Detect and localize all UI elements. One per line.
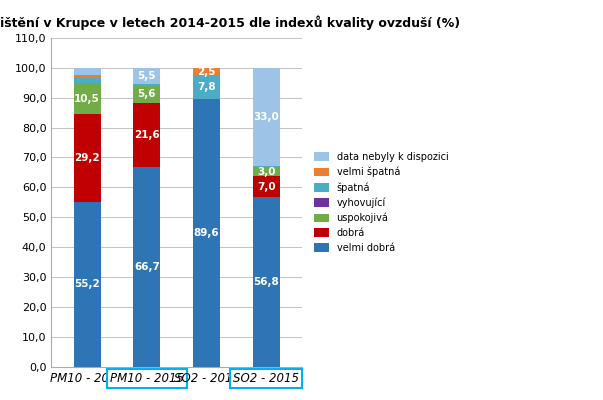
- Legend: data nebyly k dispozici, velmi špatná, špatná, vyhovující, uspokojivá, dobrá, ve: data nebyly k dispozici, velmi špatná, š…: [309, 147, 453, 258]
- Bar: [193, 76, 220, 99]
- Bar: [133, 84, 160, 86]
- Bar: [253, 167, 280, 176]
- Bar: [74, 78, 101, 83]
- Bar: [253, 68, 280, 166]
- Bar: [253, 166, 280, 167]
- Text: 66,7: 66,7: [134, 262, 160, 272]
- Text: 21,6: 21,6: [134, 130, 160, 140]
- Text: 3,0: 3,0: [257, 166, 276, 176]
- Text: 5,5: 5,5: [137, 71, 156, 81]
- Text: 7,0: 7,0: [257, 182, 276, 192]
- Bar: [74, 75, 101, 78]
- Text: 2,5: 2,5: [197, 67, 216, 77]
- Text: 55,2: 55,2: [74, 280, 100, 290]
- Bar: [133, 86, 160, 103]
- Text: 89,6: 89,6: [194, 228, 219, 238]
- Bar: [133, 167, 160, 367]
- Bar: [133, 103, 160, 167]
- Bar: [193, 99, 220, 367]
- Bar: [74, 83, 101, 114]
- Text: 29,2: 29,2: [74, 153, 100, 163]
- Text: 7,8: 7,8: [197, 82, 216, 92]
- Bar: [74, 114, 101, 202]
- Bar: [74, 68, 101, 75]
- Text: 5,6: 5,6: [137, 89, 156, 99]
- Bar: [253, 197, 280, 367]
- Bar: [133, 68, 160, 84]
- Bar: [193, 68, 220, 76]
- Text: 33,0: 33,0: [253, 112, 279, 122]
- Text: 10,5: 10,5: [74, 94, 100, 104]
- Title: Porovnání znečištění v Krupce v letech 2014-2015 dle indexů kvality ovzduší (%): Porovnání znečištění v Krupce v letech 2…: [0, 15, 460, 30]
- Bar: [74, 202, 101, 367]
- Text: 56,8: 56,8: [253, 277, 279, 287]
- Bar: [253, 176, 280, 197]
